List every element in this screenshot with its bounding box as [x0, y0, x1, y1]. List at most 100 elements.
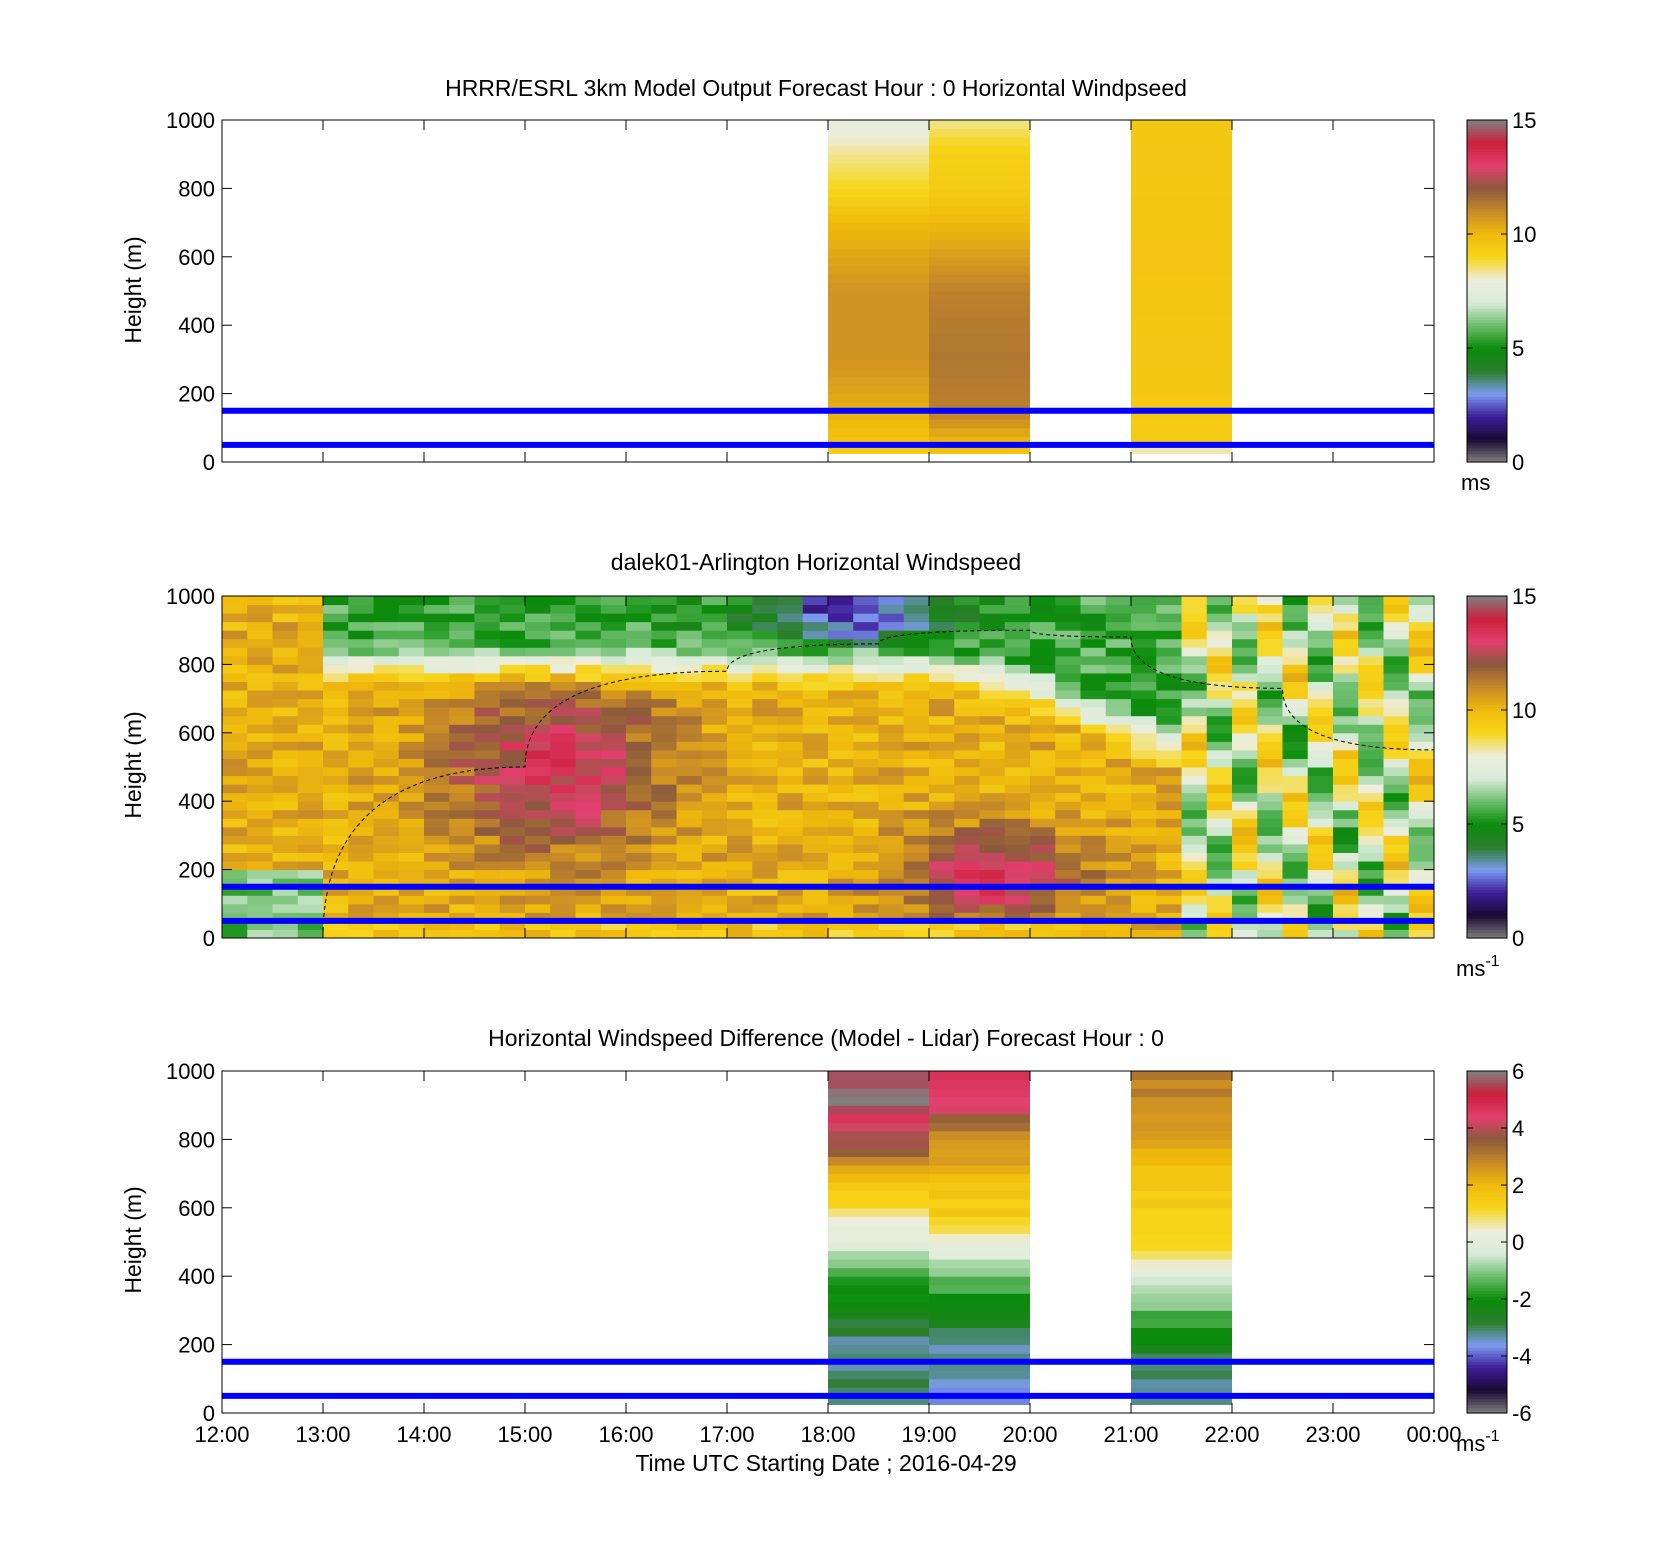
lidar-cell — [1055, 749, 1081, 759]
lidar-cell — [550, 724, 576, 734]
lidar-cell — [1030, 664, 1056, 674]
colorbar-segment — [1467, 148, 1507, 152]
lidar-cell — [727, 732, 753, 742]
lidar-cell — [1358, 715, 1384, 725]
lidar-cell — [1358, 792, 1384, 802]
data-cell — [1131, 385, 1232, 395]
lidar-cell — [1358, 655, 1384, 665]
colorbar-segment — [1467, 339, 1507, 343]
lidar-cell — [222, 843, 248, 853]
lidar-cell — [424, 878, 450, 888]
data-cell — [929, 188, 1030, 198]
lidar-cell — [1282, 792, 1309, 802]
lidar-cell — [1307, 852, 1334, 862]
lidar-cell — [1131, 655, 1157, 665]
lidar-cell — [348, 613, 374, 623]
lidar-cell — [1206, 775, 1233, 785]
lidar-cell — [1105, 681, 1132, 691]
lidar-cell — [398, 690, 425, 700]
lidar-cell — [853, 878, 879, 888]
lidar-cell — [1131, 775, 1157, 785]
colorbar-segment — [1467, 841, 1507, 845]
lidar-cell — [525, 604, 551, 614]
lidar-cell — [1055, 707, 1081, 717]
lidar-cell — [373, 732, 400, 742]
lidar-cell — [777, 920, 804, 930]
lidar-cell — [1080, 741, 1107, 751]
lidar-cell — [424, 767, 450, 777]
lidar-cell — [600, 826, 627, 836]
data-cell — [828, 1233, 929, 1243]
colorbar-segment — [1467, 251, 1507, 255]
lidar-cell — [1408, 818, 1435, 828]
colorbar-segment — [1467, 826, 1507, 831]
lidar-cell — [222, 869, 248, 879]
lidar-cell — [1358, 724, 1384, 734]
lidar-cell — [1105, 621, 1132, 631]
lidar-cell — [903, 664, 930, 674]
lidar-cell — [1055, 741, 1081, 751]
lidar-cell — [297, 715, 324, 725]
data-cell — [828, 1071, 929, 1081]
lidar-cell — [1307, 732, 1334, 742]
lidar-cell — [979, 886, 1006, 896]
lidar-cell — [802, 792, 829, 802]
colorbar-segment — [1467, 724, 1507, 728]
lidar-cell — [878, 672, 905, 682]
lidar-cell — [1333, 920, 1359, 930]
colorbar-segment — [1467, 681, 1507, 685]
colorbar-segment — [1467, 1395, 1507, 1400]
lidar-cell — [499, 784, 526, 794]
lidar-cell — [1383, 878, 1410, 888]
lidar-cell — [272, 638, 299, 648]
lidar-cell — [1232, 861, 1258, 871]
lidar-cell — [575, 886, 602, 896]
lidar-cell — [424, 741, 450, 751]
data-cell — [929, 376, 1030, 386]
lidar-cell — [752, 767, 778, 777]
lidar-cell — [600, 724, 627, 734]
lidar-cell — [626, 621, 652, 631]
colorbar-segment — [1467, 157, 1507, 161]
colorbar-segment — [1467, 1242, 1507, 1246]
lidar-cell — [954, 843, 980, 853]
lidar-cell — [752, 621, 778, 631]
lidar-cell — [1383, 886, 1410, 896]
lidar-cell — [323, 861, 349, 871]
lidar-cell — [272, 912, 299, 922]
lidar-cell — [499, 886, 526, 896]
lidar-cell — [1383, 681, 1410, 691]
lidar-cell — [525, 724, 551, 734]
lidar-cell — [1282, 861, 1309, 871]
lidar-cell — [1232, 784, 1258, 794]
lidar-cell — [676, 801, 703, 811]
lidar-cell — [878, 895, 905, 905]
colorbar-segment — [1467, 615, 1507, 620]
lidar-cell — [1333, 664, 1359, 674]
colorbar-segment — [1467, 433, 1507, 437]
data-cell — [1131, 1190, 1232, 1200]
colorbar-segment — [1467, 1224, 1507, 1229]
lidar-cell — [1156, 672, 1182, 682]
colorbar-segment — [1467, 935, 1507, 939]
lidar-cell — [575, 818, 602, 828]
lidar-cell — [222, 672, 248, 682]
lidar-cell — [752, 861, 778, 871]
lidar-cell — [727, 886, 753, 896]
lidar-cell — [752, 681, 778, 691]
data-cell — [929, 1250, 1030, 1260]
lidar-cell — [1408, 630, 1435, 640]
lidar-cell — [1055, 596, 1081, 606]
colorbar-segment — [1467, 1105, 1507, 1109]
lidar-cell — [222, 732, 248, 742]
lidar-cell — [853, 655, 879, 665]
lidar-cell — [1080, 843, 1107, 853]
lidar-cell — [525, 767, 551, 777]
colorbar-segment — [1467, 1301, 1507, 1306]
lidar-cell — [1408, 878, 1435, 888]
lidar-cell — [626, 835, 652, 845]
lidar-cell — [449, 878, 475, 888]
lidar-cell — [1105, 784, 1132, 794]
lidar-cell — [1004, 596, 1031, 606]
